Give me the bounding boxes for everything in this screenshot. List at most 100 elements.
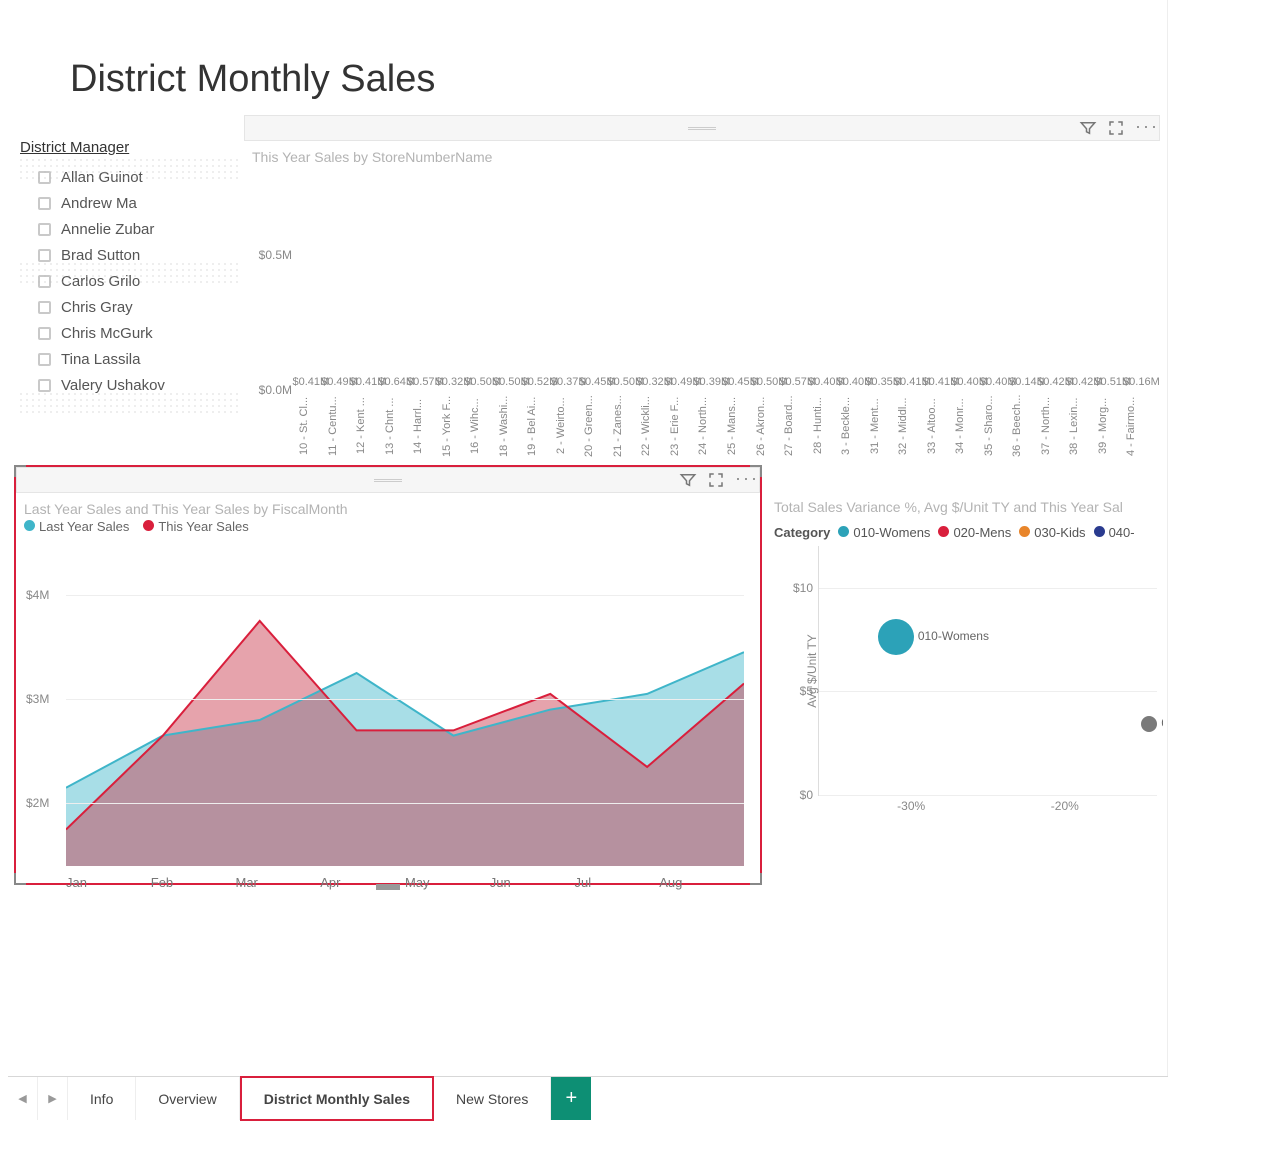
x-axis-label: 27 - Board... <box>783 391 812 463</box>
x-axis-label: 24 - North... <box>697 391 726 463</box>
x-axis-label: 37 - North... <box>1040 391 1069 463</box>
focus-mode-icon[interactable] <box>707 471 725 489</box>
slicer-item[interactable]: Chris Gray <box>18 294 233 320</box>
bar-chart-visual[interactable]: ··· This Year Sales by StoreNumberName $… <box>244 115 1160 465</box>
area-chart-legend: Last Year Sales This Year Sales <box>16 517 760 536</box>
x-axis-label: May <box>405 875 490 890</box>
bar-value-label: $0.16M <box>1123 376 1160 388</box>
gridline <box>819 588 1157 589</box>
drag-handle-icon[interactable] <box>374 479 402 482</box>
legend-category-label: Category <box>774 525 830 540</box>
legend-label: Last Year Sales <box>39 519 129 534</box>
focus-mode-icon[interactable] <box>1107 119 1125 137</box>
scatter-point[interactable] <box>878 619 914 655</box>
x-axis-label: 31 - Ment... <box>869 391 898 463</box>
y-axis-tick: $4M <box>26 588 49 602</box>
scatter-plot: Avg $/Unit TY $0$5$10-30%-20%010-Womens0… <box>818 546 1157 796</box>
page-tab[interactable]: Overview <box>136 1077 239 1120</box>
more-options-icon[interactable]: ··· <box>1135 119 1153 137</box>
page-title: District Monthly Sales <box>70 58 435 101</box>
page-tab[interactable]: Info <box>68 1077 136 1120</box>
scatter-point[interactable] <box>1141 716 1157 732</box>
x-axis-label: 16 - Wihc... <box>469 391 498 463</box>
gridline <box>66 595 744 596</box>
legend-item: 010-Womens <box>838 525 930 540</box>
x-axis-label: 32 - Middl... <box>897 391 926 463</box>
tab-nav-next[interactable]: ▶ <box>38 1077 68 1120</box>
legend-swatch-icon <box>838 526 849 537</box>
dotted-guide <box>18 157 238 181</box>
y-axis-tick: $10 <box>793 581 819 595</box>
filter-icon[interactable] <box>679 471 697 489</box>
legend-swatch-icon <box>1019 526 1030 537</box>
checkbox-icon[interactable] <box>38 223 51 236</box>
gridline <box>819 795 1157 796</box>
x-axis-label: Jun <box>490 875 575 890</box>
legend-swatch-icon <box>143 520 154 531</box>
checkbox-icon[interactable] <box>38 379 51 392</box>
x-axis-label: 20 - Green... <box>583 391 612 463</box>
x-axis-label: 14 - Harrl... <box>412 391 441 463</box>
y-axis-tick: $2M <box>26 796 49 810</box>
legend-item: This Year Sales <box>143 519 248 534</box>
gridline <box>819 691 1157 692</box>
slicer-item[interactable]: Andrew Ma <box>18 190 233 216</box>
x-axis-label: 22 - Wickli... <box>640 391 669 463</box>
y-axis-tick: $0 <box>800 788 819 802</box>
checkbox-icon[interactable] <box>38 301 51 314</box>
y-axis-tick: $0.0M <box>259 383 292 397</box>
x-axis-label: Feb <box>151 875 236 890</box>
slicer-item[interactable]: Tina Lassila <box>18 346 233 372</box>
checkbox-icon[interactable] <box>38 197 51 210</box>
legend-swatch-icon <box>24 520 35 531</box>
slicer-item-label: Andrew Ma <box>61 195 137 212</box>
area-chart-svg <box>66 574 744 866</box>
more-options-icon[interactable]: ··· <box>735 471 753 489</box>
page-tab[interactable]: New Stores <box>434 1077 551 1120</box>
area-chart-visual[interactable]: ··· Last Year Sales and This Year Sales … <box>14 465 762 885</box>
visual-header[interactable]: ··· <box>244 115 1160 141</box>
scatter-chart-title: Total Sales Variance %, Avg $/Unit TY an… <box>768 495 1163 519</box>
y-axis-tick: $3M <box>26 692 49 706</box>
slicer-item-label: Chris Gray <box>61 299 133 316</box>
drag-handle-icon[interactable] <box>688 127 716 130</box>
scatter-chart-visual[interactable]: Total Sales Variance %, Avg $/Unit TY an… <box>768 495 1163 835</box>
dotted-guide <box>18 391 238 415</box>
checkbox-icon[interactable] <box>38 327 51 340</box>
filter-icon[interactable] <box>1079 119 1097 137</box>
legend-label: 010-Womens <box>853 525 930 540</box>
x-axis-label: 23 - Erie F... <box>669 391 698 463</box>
slicer-item[interactable]: Chris McGurk <box>18 320 233 346</box>
x-axis-label: Aug <box>659 875 744 890</box>
legend-item: 030-Kids <box>1019 525 1085 540</box>
checkbox-icon[interactable] <box>38 249 51 262</box>
legend-swatch-icon <box>938 526 949 537</box>
x-axis-label: 28 - Hunti... <box>812 391 841 463</box>
x-axis-label: 25 - Mans... <box>726 391 755 463</box>
x-axis-label: 36 - Beech... <box>1011 391 1040 463</box>
x-axis-label: 33 - Altoo... <box>926 391 955 463</box>
area-chart-title: Last Year Sales and This Year Sales by F… <box>16 493 760 517</box>
page-tab[interactable]: District Monthly Sales <box>240 1076 434 1121</box>
scatter-point-label: 010-Womens <box>918 629 989 643</box>
bar-chart-body: $0.0M$0.5M $0.41M$0.49M$0.41M$0.64M$0.57… <box>244 165 1160 465</box>
x-axis-tick: -20% <box>1051 795 1079 813</box>
x-axis-label: 19 - Bel Ai... <box>526 391 555 463</box>
slicer-item[interactable]: Annelie Zubar <box>18 216 233 242</box>
x-axis-label: 4 - Fairmo... <box>1125 391 1154 463</box>
visual-header[interactable]: ··· <box>16 467 760 493</box>
x-axis-label: Jul <box>575 875 660 890</box>
legend-label: 040- <box>1109 525 1135 540</box>
x-axis-label: Mar <box>236 875 321 890</box>
scatter-legend: Category010-Womens020-Mens030-Kids040- <box>768 519 1163 546</box>
legend-item: 040- <box>1094 525 1135 540</box>
x-axis-label: 12 - Kent ... <box>355 391 384 463</box>
add-page-button[interactable]: + <box>551 1077 591 1120</box>
x-axis-label: 2 - Weirto... <box>555 391 584 463</box>
y-axis-tick: $5 <box>800 684 819 698</box>
x-axis-label: 39 - Morg... <box>1097 391 1126 463</box>
x-axis-label: 38 - Lexin... <box>1068 391 1097 463</box>
tab-nav-prev[interactable]: ◀ <box>8 1077 38 1120</box>
checkbox-icon[interactable] <box>38 353 51 366</box>
x-axis-label: Jan <box>66 875 151 890</box>
